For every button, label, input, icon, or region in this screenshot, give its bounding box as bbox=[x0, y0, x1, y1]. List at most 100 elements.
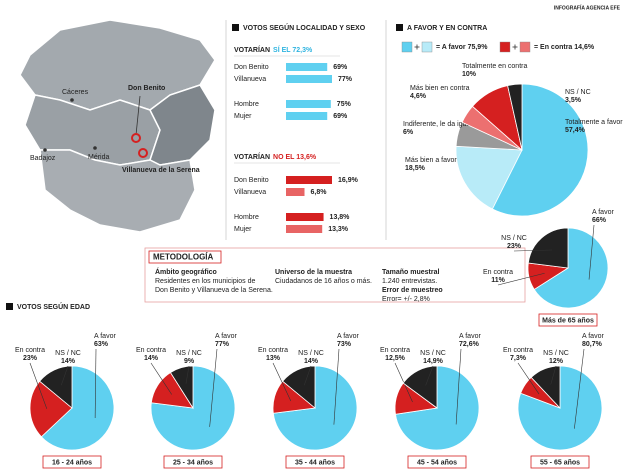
bar bbox=[286, 63, 328, 71]
leader-line bbox=[513, 249, 553, 252]
category-label: Villanueva bbox=[234, 76, 266, 83]
section-marker bbox=[6, 303, 13, 310]
slice-value: 14% bbox=[144, 355, 159, 362]
map-label: Mérida bbox=[88, 154, 110, 161]
methodology-heading: Tamaño muestral bbox=[382, 269, 439, 276]
methodology-text: Error= +/- 2,8% bbox=[382, 296, 430, 303]
age-label: 16 - 24 años bbox=[52, 459, 92, 466]
slice-label: A favor bbox=[94, 333, 116, 340]
pie-slice bbox=[282, 365, 316, 409]
slice-value: 13% bbox=[266, 355, 281, 362]
subtitle-text: VOTARÍAN bbox=[234, 152, 270, 161]
slice-value: 4,6% bbox=[410, 93, 427, 100]
slice-label: Más bien en contra bbox=[410, 85, 470, 92]
slice-label: A favor bbox=[592, 209, 614, 216]
leader-line bbox=[517, 362, 540, 395]
slice-value: 18,5% bbox=[405, 165, 426, 172]
slice-label: En contra bbox=[503, 347, 533, 354]
age-label-box bbox=[407, 455, 467, 469]
legend-label: = A favor 75,9% bbox=[436, 44, 488, 51]
title-marker bbox=[232, 24, 239, 31]
map-label: Badajoz bbox=[30, 155, 56, 162]
slice-label: En contra bbox=[258, 347, 288, 354]
category-label: Don Benito bbox=[234, 177, 269, 184]
leader-line bbox=[185, 365, 190, 384]
value-label: 13,8% bbox=[330, 214, 351, 221]
legend-swatch bbox=[519, 41, 531, 53]
age-label-box bbox=[42, 455, 102, 469]
methodology: METODOLOGÍA Ámbito geográfico Residentes… bbox=[144, 247, 526, 303]
legend-swatch bbox=[499, 41, 511, 53]
pie-slice bbox=[150, 365, 236, 451]
legend-swatch bbox=[401, 41, 413, 53]
subtitle-text: VOTARÍAN bbox=[234, 45, 270, 54]
value-label: 16,9% bbox=[338, 177, 359, 184]
slice-label: Totalmente a favor bbox=[565, 119, 623, 126]
pie-slice bbox=[527, 227, 569, 269]
pin bbox=[131, 133, 141, 143]
slice-value: 23% bbox=[507, 243, 522, 250]
category-label: Villanueva bbox=[234, 189, 266, 196]
slice-value: 66% bbox=[592, 217, 607, 224]
chart-subtitle: VOTARÍAN NO EL 13,6% bbox=[234, 152, 317, 161]
leader-line bbox=[303, 365, 312, 386]
methodology-title-box bbox=[148, 250, 222, 264]
methodology-title: METODOLOGÍA bbox=[153, 253, 214, 262]
bar bbox=[286, 100, 331, 108]
slice-value: 14% bbox=[61, 358, 76, 365]
slice-label: En contra bbox=[15, 347, 45, 354]
leader-line bbox=[94, 348, 97, 419]
leader-line bbox=[497, 272, 545, 286]
age-label-box bbox=[285, 455, 345, 469]
slice-label: NS / NC bbox=[420, 350, 446, 357]
category-label: Don Benito bbox=[234, 64, 269, 71]
methodology-text: Ciudadanos de 16 años o más. bbox=[275, 278, 372, 285]
pin bbox=[138, 148, 148, 158]
slice-label: A favor bbox=[215, 333, 237, 340]
slice-value: 73% bbox=[337, 341, 352, 348]
age-label: Más de 65 años bbox=[542, 317, 594, 324]
legend-swatch bbox=[421, 41, 433, 53]
chart-title: A FAVOR Y EN CONTRA bbox=[407, 25, 487, 32]
age-label: 55 - 65 años bbox=[540, 459, 580, 466]
chart-title: VOTOS SEGÚN LOCALIDAD Y SEXO bbox=[243, 23, 366, 32]
city-dot bbox=[93, 146, 97, 150]
slice-value: 11% bbox=[491, 277, 505, 284]
slice-label: En contra bbox=[483, 269, 513, 276]
bar bbox=[286, 176, 332, 184]
leader-line bbox=[425, 365, 434, 386]
category-label: Hombre bbox=[234, 214, 259, 221]
slice-label: Más bien a favor bbox=[405, 157, 457, 164]
pie-slice bbox=[517, 365, 603, 451]
value-label: 13,3% bbox=[328, 226, 349, 233]
pie-slice bbox=[533, 227, 609, 309]
leader-line bbox=[209, 348, 218, 427]
slice-label: NS / NC bbox=[565, 89, 591, 96]
methodology-text: Don Benito y Villanueva de la Serena. bbox=[155, 287, 273, 294]
bar bbox=[286, 213, 324, 221]
legend-label: = En contra 14,6% bbox=[534, 44, 595, 51]
slice-label: A favor bbox=[337, 333, 359, 340]
methodology-heading: Universo de la muestra bbox=[275, 269, 352, 276]
age-label-box bbox=[530, 455, 590, 469]
leader-line bbox=[574, 348, 585, 429]
value-label: 6,8% bbox=[311, 189, 328, 196]
credit: INFOGRAFÍA AGENCIA EFE bbox=[554, 3, 621, 11]
methodology-heading: Error de muestreo bbox=[382, 287, 443, 294]
age-label-box bbox=[163, 455, 223, 469]
leader-line bbox=[455, 348, 462, 425]
methodology-heading: Ámbito geográfico bbox=[155, 267, 217, 276]
subtitle-highlight: NO EL 13,6% bbox=[273, 154, 317, 161]
slice-value: 72,6% bbox=[459, 341, 480, 348]
slice-value: 6% bbox=[403, 129, 414, 136]
value-label: 77% bbox=[338, 76, 353, 83]
map-label: Don Benito bbox=[128, 85, 165, 92]
map-label: Villanueva de la Serena bbox=[122, 167, 200, 174]
slice-label: NS / NC bbox=[543, 350, 569, 357]
slice-label: NS / NC bbox=[501, 235, 527, 242]
slice-value: 80,7% bbox=[582, 341, 603, 348]
bar bbox=[286, 225, 323, 233]
slice-value: 57,4% bbox=[565, 127, 586, 134]
slice-value: 23% bbox=[23, 355, 38, 362]
map-region bbox=[39, 149, 196, 233]
